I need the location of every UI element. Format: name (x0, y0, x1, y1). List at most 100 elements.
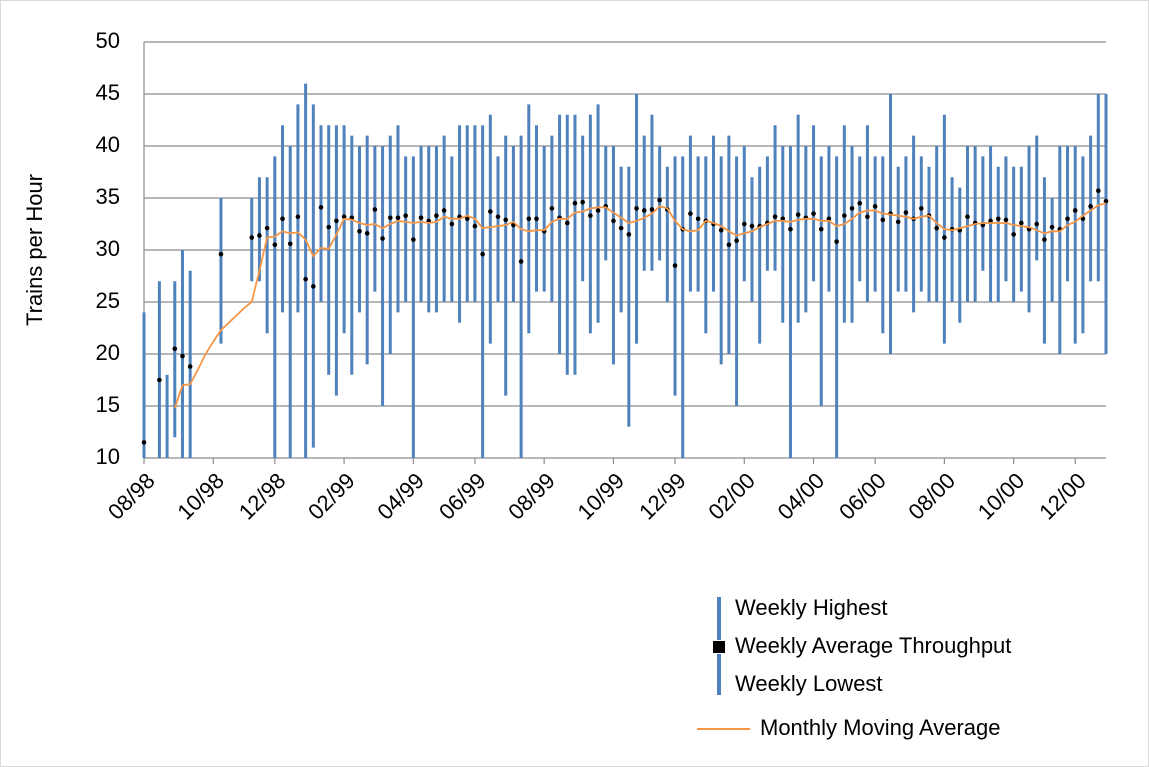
average-marker (480, 251, 485, 257)
average-marker (903, 210, 909, 215)
average-marker (157, 377, 162, 383)
average-marker (1103, 198, 1109, 204)
y-axis-title: Trains per Hour (22, 174, 47, 326)
average-marker (826, 216, 832, 222)
average-marker (595, 208, 601, 213)
legend-label: Weekly Lowest (735, 671, 883, 696)
legend-label: Weekly Average Throughput (735, 633, 1011, 658)
average-marker (303, 276, 308, 282)
average-marker (865, 214, 870, 220)
moving-average-line (173, 202, 1107, 409)
y-tick-label: 35 (96, 184, 120, 209)
average-marker (1088, 204, 1093, 209)
average-marker (734, 238, 739, 243)
average-marker (334, 218, 339, 224)
average-marker (749, 223, 755, 229)
average-marker (395, 215, 401, 221)
average-marker (588, 213, 593, 218)
y-tick-label: 25 (96, 288, 120, 313)
average-marker (634, 206, 639, 211)
average-marker (141, 440, 147, 445)
average-marker (772, 214, 778, 220)
average-marker (526, 216, 532, 222)
average-marker (380, 236, 385, 241)
average-marker (849, 206, 855, 211)
average-marker (464, 216, 470, 222)
average-marker (1065, 216, 1070, 222)
average-marker (641, 208, 647, 213)
average-marker (434, 213, 439, 218)
average-marker (718, 227, 724, 233)
average-marker (842, 213, 847, 218)
average-marker (834, 239, 839, 244)
average-marker (503, 217, 509, 223)
average-marker (695, 216, 701, 222)
average-marker (549, 206, 555, 211)
average-marker (918, 206, 924, 211)
average-marker (880, 217, 886, 223)
average-marker (1072, 208, 1078, 213)
average-marker (311, 284, 316, 289)
average-marker (965, 214, 970, 220)
average-marker (287, 241, 293, 247)
average-marker (249, 235, 255, 240)
average-marker (988, 218, 993, 224)
average-marker (788, 226, 793, 232)
average-marker (995, 216, 1001, 222)
average-marker (741, 221, 747, 227)
average-marker (257, 233, 262, 238)
y-tick-label: 40 (96, 132, 120, 157)
legend-label: Weekly Highest (735, 595, 887, 620)
average-marker (611, 218, 616, 224)
average-marker (1034, 221, 1040, 227)
average-marker (411, 237, 416, 242)
average-marker (518, 259, 524, 264)
average-marker (264, 225, 270, 231)
y-tick-label: 45 (96, 80, 120, 105)
average-marker (726, 242, 732, 248)
average-marker (472, 223, 478, 229)
average-marker (449, 221, 455, 227)
average-marker (572, 200, 578, 206)
average-marker (534, 216, 539, 222)
average-marker (364, 231, 370, 236)
average-marker (495, 214, 501, 220)
y-tick-label: 15 (96, 392, 120, 417)
average-marker (357, 228, 362, 234)
average-marker (318, 205, 324, 210)
average-marker (187, 364, 193, 369)
y-tick-label: 30 (96, 236, 120, 261)
average-marker (649, 207, 655, 212)
average-marker (580, 199, 585, 205)
average-marker (895, 219, 901, 225)
average-marker (280, 216, 285, 222)
average-marker (626, 232, 632, 237)
average-marker (811, 211, 816, 216)
average-marker (564, 220, 570, 226)
average-marker (272, 242, 278, 248)
average-marker (172, 346, 178, 352)
average-marker (618, 225, 624, 231)
average-marker (1042, 237, 1047, 242)
average-marker (1003, 217, 1009, 223)
average-marker (488, 209, 493, 214)
average-marker (818, 226, 824, 232)
average-marker (418, 215, 424, 221)
average-marker (403, 213, 408, 218)
average-marker (387, 215, 393, 221)
y-tick-label: 50 (96, 28, 120, 53)
average-marker (372, 207, 378, 212)
legend-swatch (713, 641, 725, 653)
average-marker (1011, 232, 1016, 237)
average-marker (1049, 224, 1055, 230)
average-marker (341, 214, 347, 220)
average-marker (326, 224, 332, 230)
average-marker (218, 251, 224, 257)
average-marker (1096, 188, 1101, 194)
average-marker (672, 263, 678, 268)
average-marker (657, 197, 662, 203)
average-marker (872, 204, 878, 209)
y-tick-label: 10 (96, 444, 120, 469)
